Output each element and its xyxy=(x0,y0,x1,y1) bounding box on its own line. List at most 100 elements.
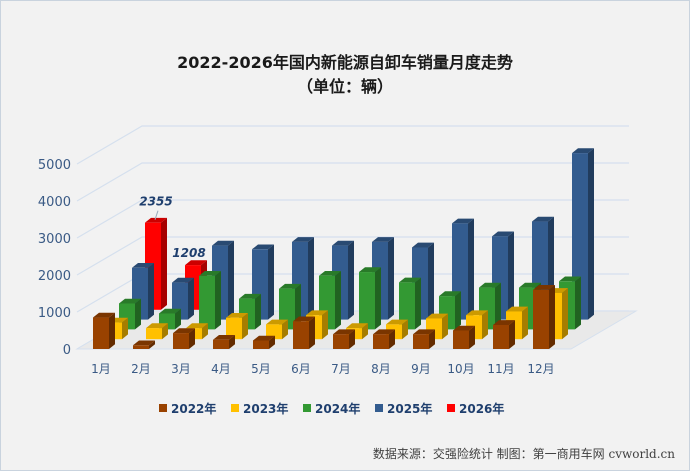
data-label: 2355 xyxy=(139,195,172,209)
bar-top xyxy=(186,323,208,329)
bar-2024年-1月 xyxy=(119,298,141,330)
bar-top xyxy=(559,276,581,282)
bar-top xyxy=(172,277,194,283)
bar-top xyxy=(572,148,594,154)
legend-swatch xyxy=(159,404,167,412)
bar-top xyxy=(532,216,554,222)
bar-top xyxy=(119,298,141,304)
bar-top xyxy=(493,320,515,325)
bar-side xyxy=(575,276,581,330)
bar-side xyxy=(228,240,234,320)
bar-2024年-8月 xyxy=(399,277,421,330)
bar-2023年-4月 xyxy=(226,312,248,340)
x-tick-label: 6月 xyxy=(291,362,311,376)
bar-front xyxy=(266,324,282,340)
bar-2022年-12月 xyxy=(533,285,555,349)
bar-side xyxy=(549,285,555,349)
bar-side xyxy=(375,267,381,330)
legend-swatch xyxy=(375,404,383,412)
gridline xyxy=(76,162,629,202)
y-tick-label: 4000 xyxy=(38,195,71,210)
bar-top xyxy=(293,316,315,322)
legend-swatch xyxy=(303,404,311,412)
bar-front xyxy=(359,272,375,330)
y-tick-label: 5000 xyxy=(38,158,71,173)
bar-side xyxy=(402,319,408,340)
bar-side xyxy=(175,308,181,330)
bar-side xyxy=(135,298,141,330)
bar-front xyxy=(199,275,215,330)
bar-2022年-11月 xyxy=(493,320,515,349)
bar-side xyxy=(468,218,474,320)
bar-top xyxy=(306,310,328,316)
bar-front xyxy=(533,289,549,349)
chart-title: 2022-2026年国内新能源自卸车销量月度走势 xyxy=(177,53,513,72)
bar-side xyxy=(189,328,195,349)
bar-top xyxy=(359,267,381,273)
bar-side xyxy=(482,310,488,340)
x-tick-label: 10月 xyxy=(447,362,474,376)
bar-side xyxy=(215,270,221,330)
bar-front xyxy=(146,328,162,340)
legend-swatch xyxy=(231,404,239,412)
bar-top xyxy=(452,218,474,224)
bar-2024年-7月 xyxy=(359,267,381,330)
bar-front xyxy=(453,330,469,349)
bar-side xyxy=(149,340,155,349)
bar-2022年-8月 xyxy=(373,329,395,349)
bar-side xyxy=(469,325,475,349)
bar-top xyxy=(252,244,274,250)
bar-front xyxy=(213,339,229,349)
bar-side xyxy=(188,277,194,320)
bar-2025年-4月 xyxy=(252,244,274,320)
bar-top xyxy=(93,312,115,318)
bar-side xyxy=(148,263,154,320)
bar-side xyxy=(242,312,248,340)
bar-top xyxy=(412,242,434,248)
bar-side xyxy=(202,323,208,340)
x-tick-label: 7月 xyxy=(331,362,351,376)
bar-side xyxy=(508,231,514,320)
bar-side xyxy=(335,270,341,330)
bar-top xyxy=(319,270,341,276)
bar-side xyxy=(455,291,461,330)
bar-2022年-3月 xyxy=(173,328,195,349)
bar-side xyxy=(349,329,355,349)
bar-side xyxy=(308,237,314,320)
bar-top xyxy=(373,329,395,335)
legend-label: 2023年 xyxy=(243,401,288,416)
bar-front xyxy=(173,333,189,349)
bar-2022年-2月 xyxy=(133,340,155,349)
bar-top xyxy=(199,270,221,276)
bar-top xyxy=(145,217,167,223)
bar-side xyxy=(588,148,594,320)
bar-side xyxy=(442,313,448,340)
x-tick-label: 11月 xyxy=(487,362,514,376)
gridline xyxy=(76,125,629,165)
bar-front xyxy=(333,334,349,349)
bar-front xyxy=(226,317,242,340)
bar-top xyxy=(212,240,234,246)
bar-side xyxy=(282,319,288,340)
bar-top xyxy=(413,329,435,335)
bar-2024年-3月 xyxy=(199,270,221,330)
bar-front xyxy=(253,340,269,349)
bar-side xyxy=(109,312,115,349)
bar-2022年-7月 xyxy=(333,329,355,349)
bar-side xyxy=(522,306,528,340)
bar-top xyxy=(533,285,555,290)
x-tick-label: 9月 xyxy=(411,362,431,376)
bar-front xyxy=(413,334,429,349)
bar-2022年-1月 xyxy=(93,312,115,349)
data-label: 1208 xyxy=(172,246,205,260)
bar-front xyxy=(493,324,509,349)
bar-top xyxy=(479,282,501,288)
bar-top xyxy=(213,334,235,340)
x-tick-label: 12月 xyxy=(527,362,554,376)
bar-side xyxy=(255,293,261,330)
gridline xyxy=(76,199,629,239)
bar-2022年-10月 xyxy=(453,325,475,349)
bar-top xyxy=(519,282,541,288)
x-tick-label: 2月 xyxy=(131,362,151,376)
